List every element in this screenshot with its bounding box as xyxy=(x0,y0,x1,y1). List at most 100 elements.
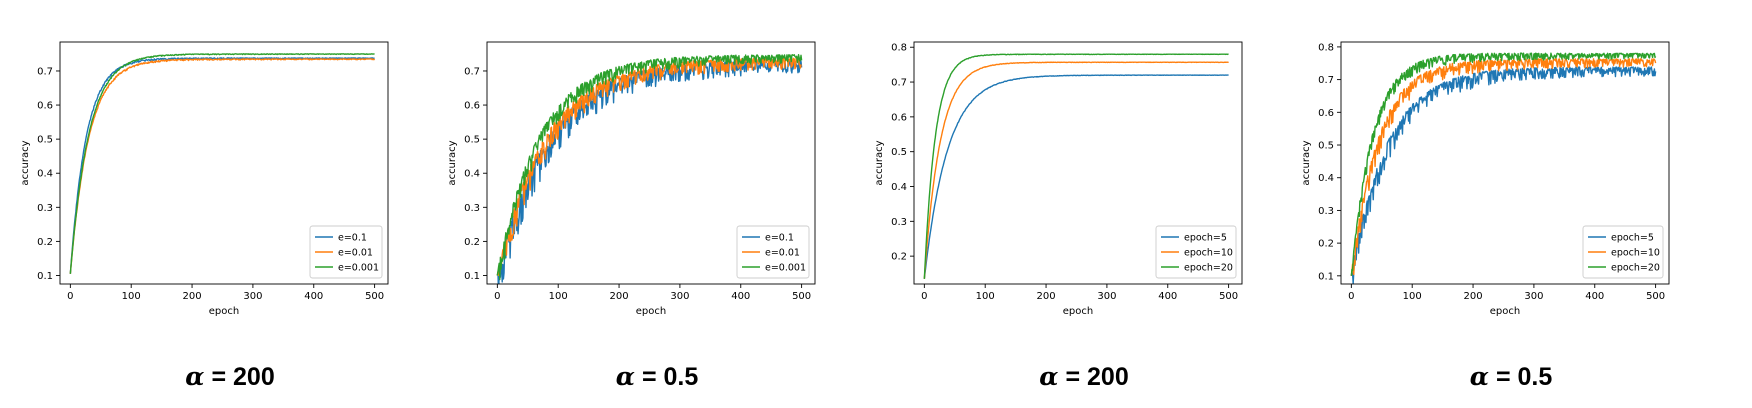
chart-1-ytick-label-6: 0.6 xyxy=(37,101,53,112)
chart-2-series-1-line xyxy=(496,58,803,284)
chart-4-caption: α = 0.5 xyxy=(1301,362,1721,392)
chart-4-ytick-label-4: 0.4 xyxy=(1318,173,1334,184)
chart-4-series-3-line xyxy=(1350,52,1657,276)
chart-2-frame xyxy=(486,41,816,285)
chart-4-xtick-label-1: 0 xyxy=(1348,291,1354,302)
chart-2-legend-label-2: e=0.01 xyxy=(765,248,800,259)
chart-1-ytick-label-3: 0.3 xyxy=(37,203,53,214)
chart-1-ylabel: accuracy xyxy=(20,140,31,185)
chart-2-legend-label-3: e=0.001 xyxy=(765,263,806,274)
chart-4-legend: epoch=5 epoch=10 epoch=20 xyxy=(1582,225,1664,279)
chart-4-xtick-label-3: 200 xyxy=(1464,291,1483,302)
chart-3-legend-label-3: epoch=20 xyxy=(1184,263,1233,274)
chart-3-ytick-label-6: 0.7 xyxy=(891,78,907,89)
chart-3-ytick-label-4: 0.5 xyxy=(891,147,907,158)
chart-2-caption-symbol: α xyxy=(615,362,635,391)
chart-2-ytick-label-6: 0.6 xyxy=(464,101,480,112)
chart-1-ytick-label-2: 0.2 xyxy=(37,237,53,248)
chart-4-xtick-label-2: 100 xyxy=(1403,291,1422,302)
chart-2-ytick-label-7: 0.7 xyxy=(464,66,480,77)
chart-1-caption: α = 200 xyxy=(20,362,440,392)
chart-4-legend-label-1: epoch=5 xyxy=(1611,233,1654,244)
chart-1-xtick-label-5: 400 xyxy=(304,291,323,302)
chart-2-series-3-line xyxy=(496,54,803,281)
chart-panel-1: 0 100 200 300 400 500 0.1 0.2 0.3 0.4 0.5 0.6 0.7 epo… xyxy=(20,0,440,408)
chart-3-xlabel: epoch xyxy=(1063,306,1093,317)
chart-3-legend: epoch=5 epoch=10 epoch=20 xyxy=(1155,225,1237,279)
chart-3-legend-label-1: epoch=5 xyxy=(1184,233,1227,244)
chart-panel-2: 0 100 200 300 400 500 0.1 0.2 0.3 0.4 0.5 0.6 0.7 epo… xyxy=(447,0,867,408)
chart-1-legend-box xyxy=(309,225,383,279)
chart-3-xtick-label-1: 0 xyxy=(921,291,927,302)
chart-2-ytick-label-3: 0.3 xyxy=(464,203,480,214)
chart-3-ytick-label-7: 0.8 xyxy=(891,43,907,54)
chart-2-legend: e=0.1 e=0.01 e=0.001 xyxy=(736,225,810,279)
chart-4-xtick-label-6: 500 xyxy=(1646,291,1665,302)
chart-3-ytick-label-3: 0.4 xyxy=(891,182,907,193)
chart-2-xtick-label-1: 0 xyxy=(494,291,500,302)
chart-4-frame xyxy=(1340,41,1670,285)
chart-2-caption-text: = 0.5 xyxy=(635,363,699,391)
chart-4-ytick-label-5: 0.5 xyxy=(1318,141,1334,152)
chart-1-ytick-label-4: 0.4 xyxy=(37,169,53,180)
chart-4-svg: 0 100 200 300 400 500 0.1 0.2 0.3 0.4 0.5 0.6 0.7 0.8… xyxy=(1301,0,1721,360)
chart-3-svg: 0 100 200 300 400 500 0.2 0.3 0.4 0.5 0.6 0.7 0.8 epo… xyxy=(874,0,1294,360)
chart-4-legend-box xyxy=(1582,225,1664,279)
chart-3-frame xyxy=(913,41,1243,285)
chart-3-ytick-label-5: 0.6 xyxy=(891,112,907,123)
chart-4-series-2-line xyxy=(1350,58,1657,276)
chart-2-xlabel: epoch xyxy=(636,306,666,317)
chart-2-ytick-label-2: 0.2 xyxy=(464,237,480,248)
chart-4-ytick-label-7: 0.7 xyxy=(1318,75,1334,86)
chart-2-xtick-label-5: 400 xyxy=(731,291,750,302)
chart-2-caption: α = 0.5 xyxy=(447,362,867,392)
chart-3-xtick-label-6: 500 xyxy=(1219,291,1238,302)
chart-1-ytick-label-1: 0.1 xyxy=(37,271,53,282)
chart-3-caption-text: = 200 xyxy=(1058,363,1129,391)
chart-4-series-1-line xyxy=(1350,66,1657,284)
chart-4-caption-symbol: α xyxy=(1469,362,1489,391)
chart-4-ytick-label-2: 0.2 xyxy=(1318,239,1334,250)
chart-2-xtick-label-2: 100 xyxy=(549,291,568,302)
chart-3-legend-box xyxy=(1155,225,1237,279)
chart-1-legend: e=0.1 e=0.01 e=0.001 xyxy=(309,225,383,279)
chart-4-caption-text: = 0.5 xyxy=(1489,363,1553,391)
chart-4-legend-label-3: epoch=20 xyxy=(1611,263,1660,274)
chart-4-lines xyxy=(1350,52,1657,284)
chart-3-xtick-label-4: 300 xyxy=(1097,291,1116,302)
chart-1-xtick-label-6: 500 xyxy=(365,291,384,302)
chart-1-legend-label-1: e=0.1 xyxy=(338,233,367,244)
chart-4-ytick-label-1: 0.1 xyxy=(1318,271,1334,282)
chart-3-xtick-label-5: 400 xyxy=(1158,291,1177,302)
chart-4-ytick-label-3: 0.3 xyxy=(1318,206,1334,217)
chart-3-lines xyxy=(923,53,1229,279)
chart-panel-3: 0 100 200 300 400 500 0.2 0.3 0.4 0.5 0.6 0.7 0.8 epo… xyxy=(874,0,1294,408)
chart-4-xtick-label-4: 300 xyxy=(1524,291,1543,302)
chart-3-ytick-label-2: 0.3 xyxy=(891,217,907,228)
chart-2-ytick-label-4: 0.4 xyxy=(464,169,480,180)
chart-1-caption-text: = 200 xyxy=(204,363,275,391)
chart-1-ytick-label-5: 0.5 xyxy=(37,135,53,146)
chart-1-xlabel: epoch xyxy=(209,306,239,317)
chart-3-series-1-line xyxy=(923,74,1229,279)
chart-3-caption: α = 200 xyxy=(874,362,1294,392)
chart-2-ylabel: accuracy xyxy=(447,140,458,185)
chart-1-svg: 0 100 200 300 400 500 0.1 0.2 0.3 0.4 0.5 0.6 0.7 epo… xyxy=(20,0,440,360)
chart-1-ytick-label-7: 0.7 xyxy=(37,66,53,77)
chart-1-xtick-label-2: 100 xyxy=(122,291,141,302)
chart-4-xlabel: epoch xyxy=(1490,306,1520,317)
chart-3-background xyxy=(874,0,1294,360)
chart-3-xtick-label-3: 200 xyxy=(1037,291,1056,302)
chart-1-legend-label-2: e=0.01 xyxy=(338,248,373,259)
chart-1-xtick-label-3: 200 xyxy=(183,291,202,302)
chart-1-xtick-label-4: 300 xyxy=(243,291,262,302)
chart-3-ytick-label-1: 0.2 xyxy=(891,252,907,263)
chart-4-ytick-label-6: 0.6 xyxy=(1318,108,1334,119)
chart-1-frame xyxy=(59,41,389,285)
chart-3-caption-symbol: α xyxy=(1039,362,1059,391)
chart-3-ylabel: accuracy xyxy=(874,140,885,185)
chart-2-xtick-label-4: 300 xyxy=(670,291,689,302)
chart-3-legend-label-2: epoch=10 xyxy=(1184,248,1233,259)
chart-1-xtick-label-1: 0 xyxy=(67,291,73,302)
